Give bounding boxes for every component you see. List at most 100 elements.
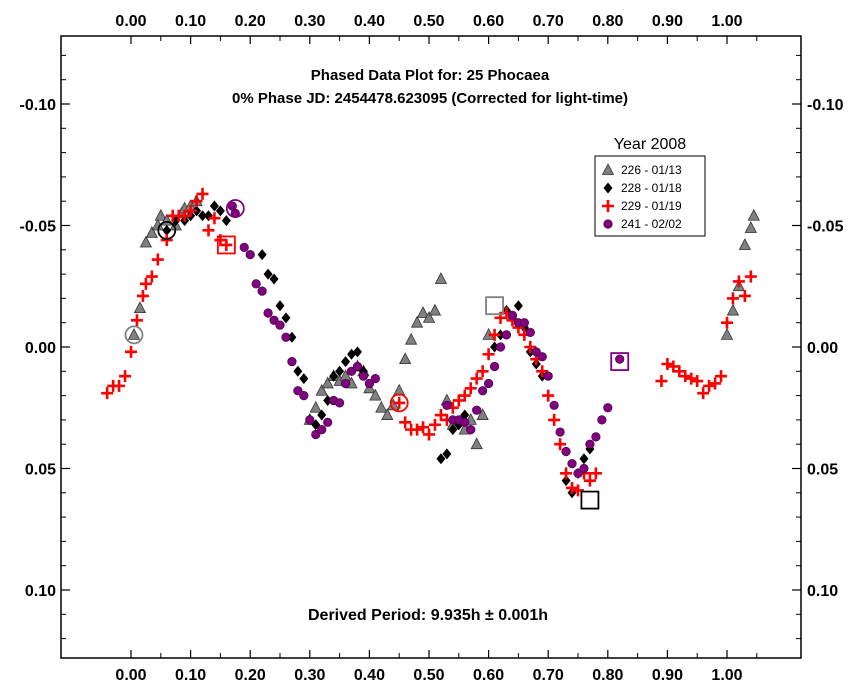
data-point xyxy=(721,316,733,329)
data-point xyxy=(317,425,327,435)
x-tick-label-top: 0.30 xyxy=(294,13,325,30)
data-point xyxy=(275,300,285,312)
data-point xyxy=(470,437,483,450)
data-point xyxy=(720,327,734,340)
data-point xyxy=(466,425,476,435)
data-point xyxy=(369,388,382,401)
data-point xyxy=(436,453,446,465)
legend-marker xyxy=(601,163,615,175)
x-tick-label-bottom: 1.00 xyxy=(711,667,742,684)
data-point xyxy=(358,371,369,381)
highlight-square xyxy=(610,352,630,371)
data-point xyxy=(603,403,613,413)
legend: 226 - 01/13 228 - 01/18 229 - 01/19 241 - 0… xyxy=(594,155,706,237)
data-point xyxy=(101,387,114,400)
data-point xyxy=(416,306,430,318)
legend-marker xyxy=(603,182,613,194)
data-point xyxy=(293,365,303,377)
data-point xyxy=(381,408,394,420)
data-point xyxy=(375,400,388,413)
data-point xyxy=(160,234,173,247)
data-point xyxy=(464,382,477,395)
data-point xyxy=(548,413,561,426)
data-point xyxy=(299,391,309,401)
data-point xyxy=(287,331,297,343)
data-point xyxy=(364,378,375,389)
data-point xyxy=(215,205,225,217)
data-point xyxy=(476,365,489,378)
data-point xyxy=(472,405,482,415)
highlight-ring xyxy=(124,325,144,345)
x-tick-label-top: 0.60 xyxy=(473,13,504,30)
data-point xyxy=(263,308,273,318)
data-point xyxy=(125,345,137,358)
data-point xyxy=(679,370,692,383)
data-point xyxy=(513,300,523,312)
legend-box xyxy=(594,155,706,237)
data-point xyxy=(299,373,309,385)
data-point xyxy=(655,375,668,388)
highlight-ring xyxy=(389,393,409,413)
data-point xyxy=(715,370,728,383)
legend-title: Year 2008 xyxy=(614,136,686,153)
data-point xyxy=(549,400,559,410)
data-point xyxy=(317,409,327,421)
data-point xyxy=(315,383,328,396)
data-point xyxy=(130,314,143,327)
y-tick-label-right: -0.05 xyxy=(807,219,844,236)
data-point xyxy=(184,204,197,217)
legend-marker xyxy=(603,219,613,229)
data-point xyxy=(579,453,589,465)
highlight-ring xyxy=(225,199,245,218)
legend-label: 226 - 01/13 xyxy=(621,163,682,177)
data-point xyxy=(329,370,339,382)
data-point xyxy=(404,332,418,345)
data-point xyxy=(460,417,470,427)
derived-period-label: Derived Period: 9.935h ± 0.001h xyxy=(308,607,548,624)
data-point xyxy=(335,365,345,377)
x-tick-label-bottom: 0.40 xyxy=(354,667,385,684)
data-point xyxy=(287,356,297,367)
legend-label: 229 - 01/19 xyxy=(621,199,682,213)
data-point xyxy=(323,417,333,427)
data-point xyxy=(555,427,565,437)
data-point xyxy=(411,423,424,436)
x-tick-label-bottom: 0.80 xyxy=(592,667,623,684)
data-point xyxy=(346,366,357,376)
data-point xyxy=(393,396,406,409)
highlighted-points xyxy=(124,199,630,510)
data-point xyxy=(399,416,412,429)
axis-ticks xyxy=(61,36,801,658)
data-point xyxy=(585,439,595,449)
chart-title: Phased Data Plot for: 25 Phocaea xyxy=(311,67,550,84)
data-point xyxy=(352,361,363,372)
y-tick-labels-right: -0.10 -0.05 0.00 0.05 0.10 xyxy=(807,97,844,600)
data-point xyxy=(309,400,322,413)
data-point xyxy=(162,224,172,236)
data-point xyxy=(133,301,147,314)
data-point xyxy=(113,379,126,392)
data-point xyxy=(583,474,596,487)
x-tick-label-top: 0.40 xyxy=(354,13,385,30)
data-point xyxy=(484,378,494,389)
y-tick-label-left: 0.05 xyxy=(25,462,56,479)
data-point xyxy=(245,250,255,260)
data-point xyxy=(269,273,279,285)
data-point xyxy=(458,389,471,402)
x-tick-label-bottom: 0.70 xyxy=(533,667,564,684)
data-point xyxy=(323,394,333,406)
data-point xyxy=(476,408,489,420)
data-point xyxy=(495,342,506,352)
data-point xyxy=(589,467,602,480)
data-point xyxy=(398,352,412,365)
data-point xyxy=(566,481,579,494)
data-point xyxy=(428,418,441,431)
data-point xyxy=(422,310,436,323)
data-point xyxy=(744,221,758,233)
data-point xyxy=(209,200,219,212)
data-point xyxy=(340,378,351,389)
data-point xyxy=(410,315,424,328)
data-point xyxy=(738,289,751,302)
legend-marker xyxy=(602,200,614,212)
